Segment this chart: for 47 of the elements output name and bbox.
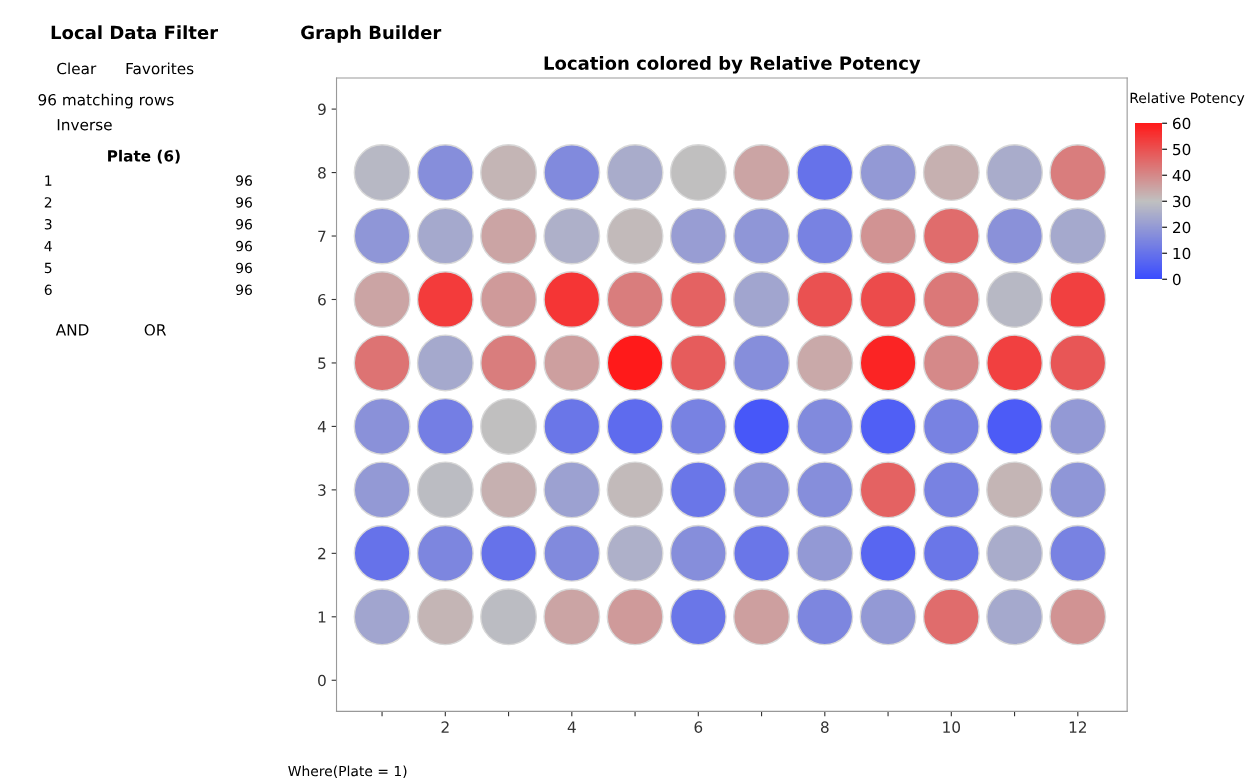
text: Inverse	[57, 119, 112, 131]
x-tick-label: 4	[567, 721, 576, 733]
color-bar-label: 40	[1172, 169, 1191, 182]
text: Plate (6)	[108, 149, 180, 164]
text: 3	[44, 219, 52, 230]
color-bar-title: Relative Potency	[1130, 92, 1245, 106]
text: 96	[236, 284, 252, 296]
text: Clear	[57, 62, 97, 75]
x-tick-label: 8	[820, 721, 829, 733]
color-bar-label: 10	[1173, 247, 1191, 260]
text: 1	[45, 175, 52, 186]
x-tick-label: 12	[1069, 721, 1087, 733]
text: Graph Builder	[301, 25, 442, 43]
x-tick-label: 2	[441, 721, 449, 733]
text: 96 matching rows	[38, 93, 174, 109]
y-tick-label: 0	[318, 674, 326, 687]
text: 5	[44, 262, 52, 274]
text: 96	[236, 197, 252, 208]
text: 96	[236, 175, 252, 186]
text: Favorites	[126, 62, 194, 75]
color-bar-label: 50	[1173, 143, 1191, 156]
text: 96	[236, 240, 252, 252]
text: AND	[55, 324, 89, 336]
chart-title: Location colored by Relative Potency	[544, 55, 921, 74]
text: Where(Plate = 1)	[288, 765, 407, 778]
text: Local Data Filter	[51, 25, 219, 40]
y-tick-label: 8	[318, 167, 326, 179]
color-bar-label: 0	[1172, 273, 1181, 286]
text: 4	[44, 241, 52, 252]
x-tick-label: 6	[694, 721, 703, 733]
text: OR	[144, 324, 166, 336]
y-tick-label: 2	[318, 547, 326, 560]
y-tick-label: 6	[318, 293, 326, 306]
color-bar-label: 30	[1173, 195, 1191, 208]
y-tick-label: 7	[318, 230, 326, 242]
text: 96	[236, 262, 252, 274]
color-bar-label: 60	[1172, 117, 1191, 130]
text: 96	[236, 219, 252, 230]
text: 2	[44, 197, 52, 208]
x-tick-label: 10	[943, 721, 961, 733]
color-bar-label: 20	[1173, 221, 1191, 234]
y-tick-label: 1	[318, 611, 326, 623]
y-tick-label: 9	[318, 103, 326, 116]
text: 6	[44, 284, 52, 296]
y-tick-label: 5	[318, 357, 326, 369]
y-tick-label: 4	[317, 421, 326, 433]
y-tick-label: 3	[318, 484, 326, 496]
